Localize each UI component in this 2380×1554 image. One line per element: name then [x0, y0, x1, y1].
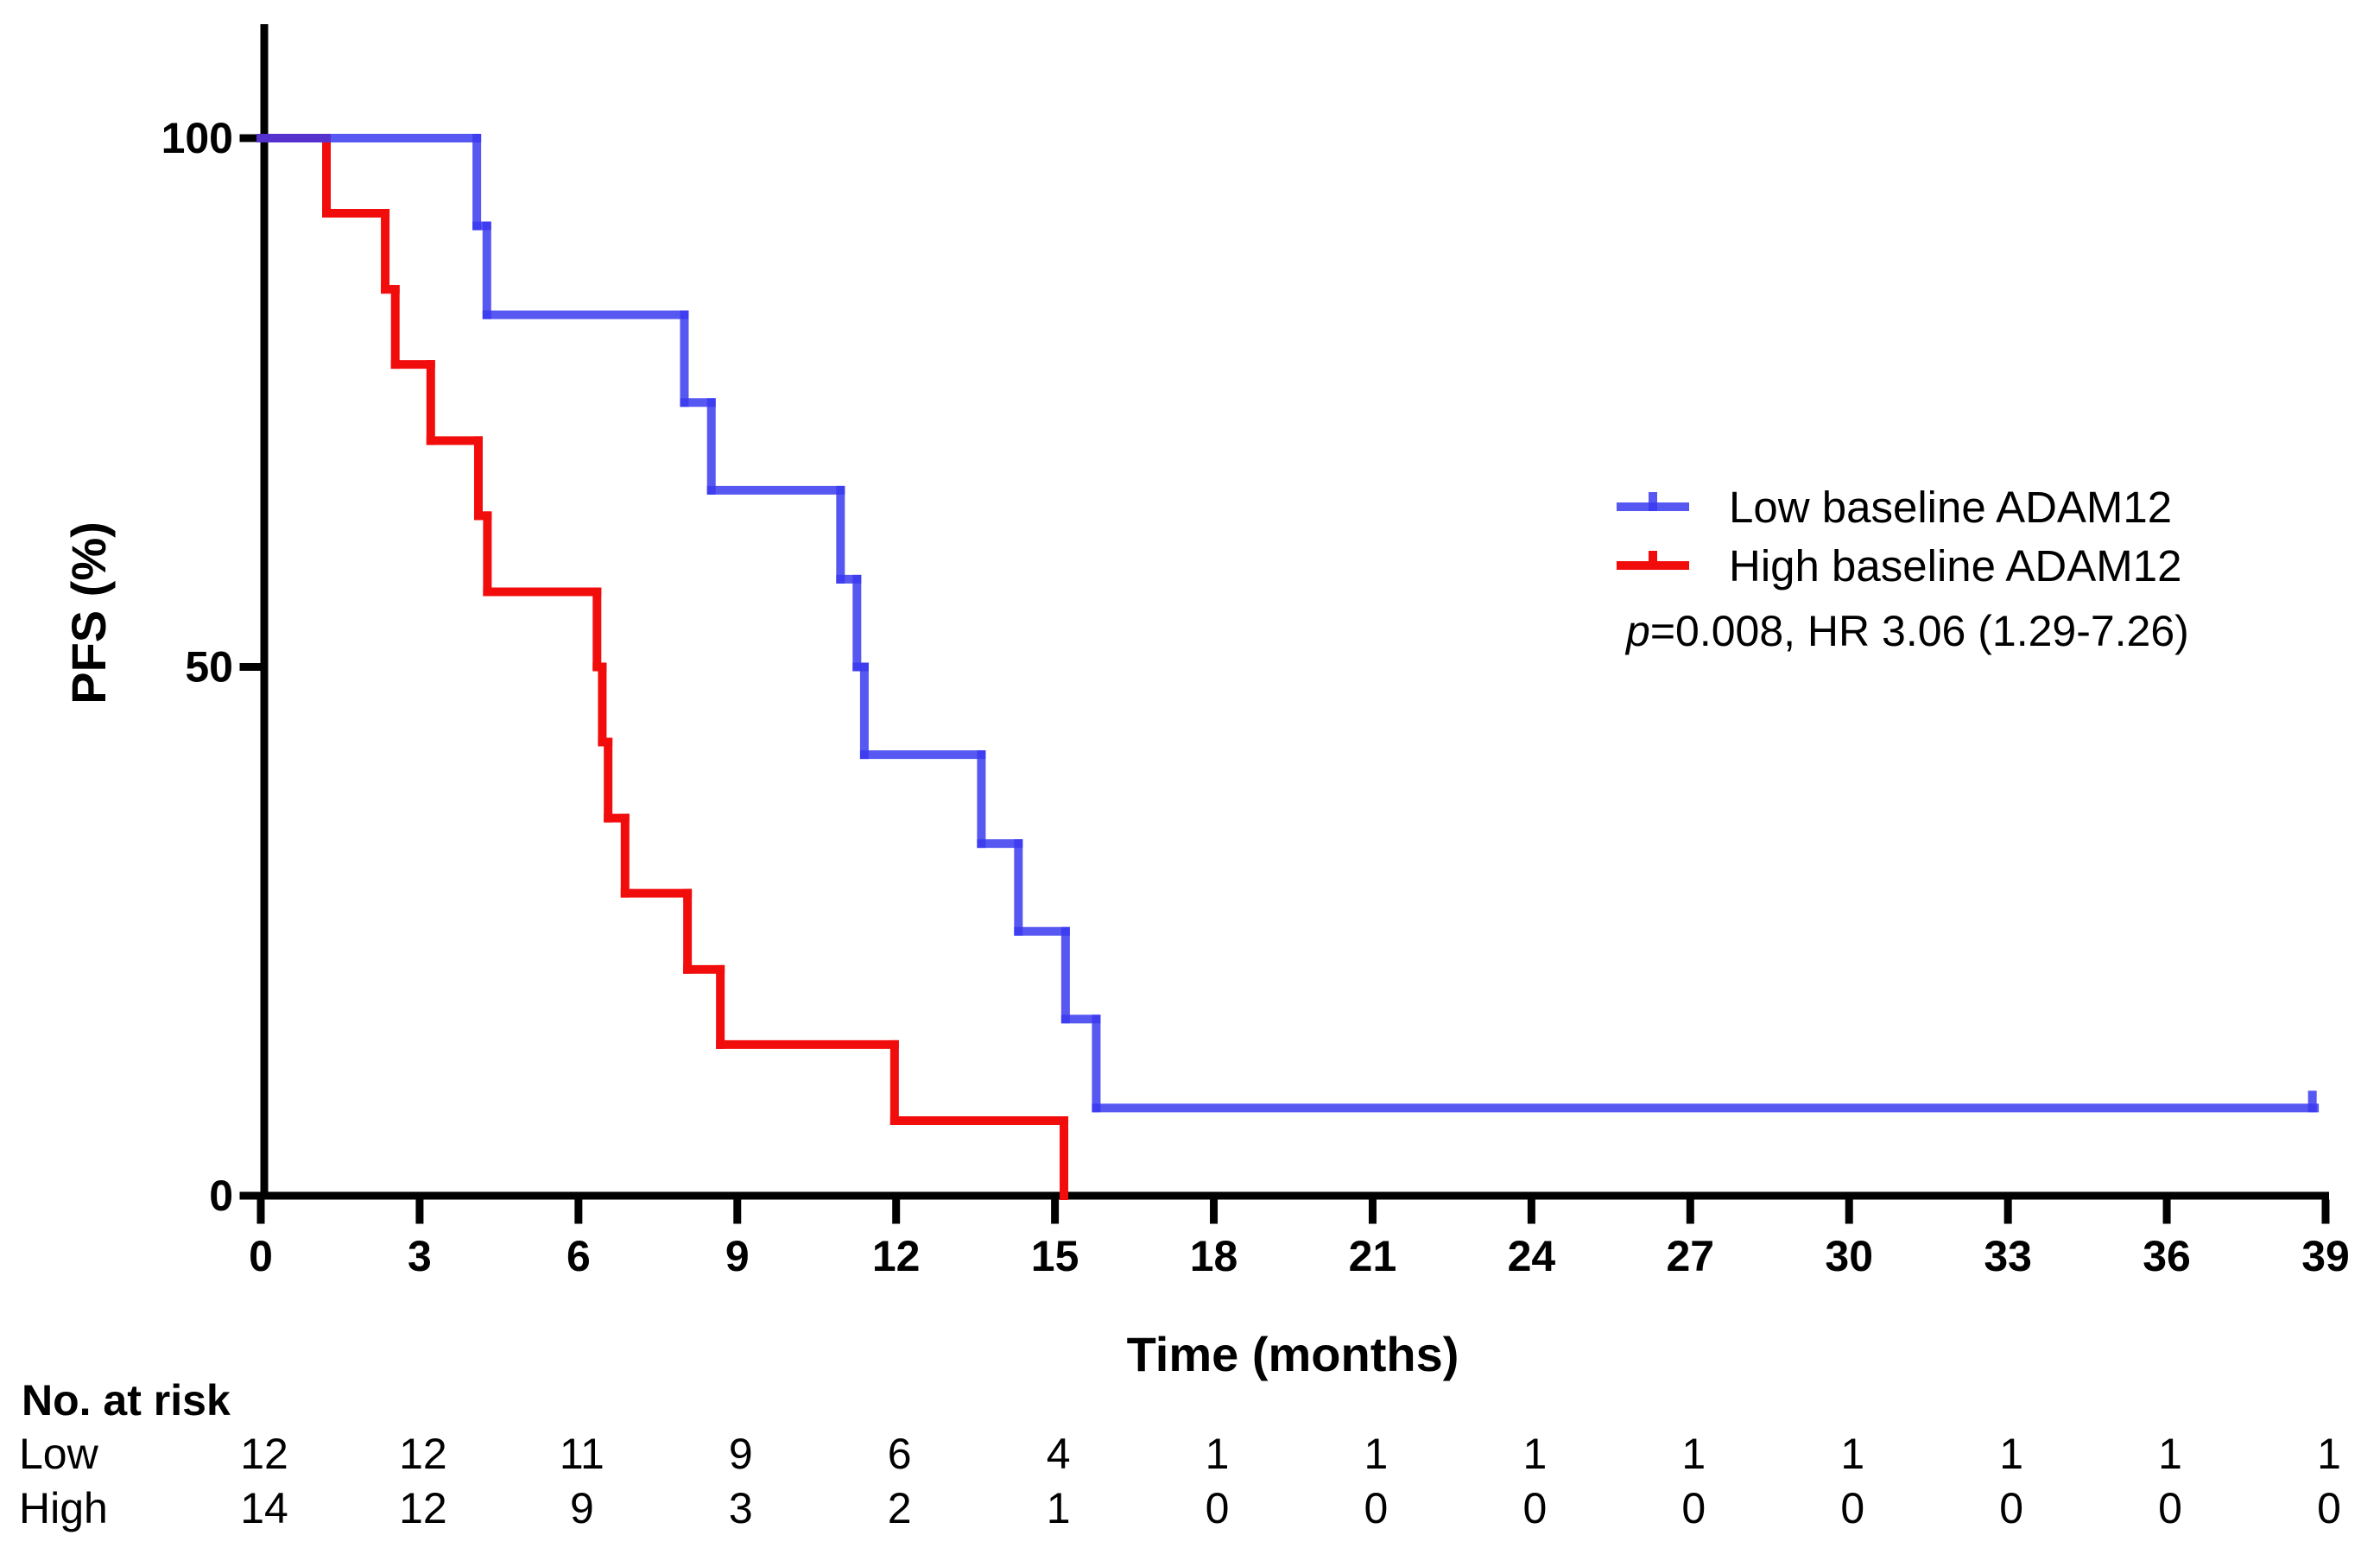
x-tick-label: 0 [249, 1232, 273, 1280]
risk-count: 9 [570, 1484, 594, 1532]
x-tick-label: 9 [725, 1232, 750, 1280]
risk-count: 0 [1522, 1484, 1547, 1532]
risk-count: 9 [729, 1430, 753, 1478]
risk-count: 1 [1047, 1484, 1071, 1532]
x-tick-label: 3 [408, 1232, 432, 1280]
legend-label: High baseline ADAM12 [1729, 541, 2181, 591]
x-tick-label: 21 [1349, 1232, 1397, 1280]
risk-count: 1 [1999, 1430, 2023, 1478]
risk-count: 12 [240, 1430, 288, 1478]
series-low [256, 134, 2320, 1113]
risk-row-label: High [19, 1484, 108, 1532]
series-high [256, 134, 1069, 1200]
risk-row-label: Low [19, 1430, 99, 1478]
risk-count: 6 [888, 1430, 912, 1478]
risk-count: 12 [399, 1484, 447, 1532]
x-tick-label: 6 [567, 1232, 591, 1280]
risk-count: 0 [1681, 1484, 1706, 1532]
risk-count: 0 [2317, 1484, 2341, 1532]
risk-count: 4 [1047, 1430, 1071, 1478]
y-tick-label: 100 [161, 114, 233, 162]
legend-item: High baseline ADAM12 [1617, 541, 2181, 591]
risk-count: 1 [1364, 1430, 1389, 1478]
risk-count: 0 [1364, 1484, 1389, 1532]
risk-count: 1 [2317, 1430, 2341, 1478]
x-tick-label: 24 [1508, 1232, 1556, 1280]
risk-count: 0 [1206, 1484, 1230, 1532]
risk-count: 11 [560, 1430, 604, 1478]
x-tick-label: 27 [1666, 1232, 1714, 1280]
risk-count: 1 [1522, 1430, 1547, 1478]
risk-count: 1 [2158, 1430, 2182, 1478]
y-tick-label: 50 [185, 643, 233, 692]
x-tick-label: 36 [2143, 1232, 2191, 1280]
y-tick-label: 0 [209, 1172, 233, 1220]
x-axis-title: Time (months) [1127, 1327, 1459, 1381]
legend-label: Low baseline ADAM12 [1729, 483, 2172, 532]
risk-count: 3 [729, 1484, 753, 1532]
x-tick-label: 30 [1825, 1232, 1873, 1280]
x-tick-label: 33 [1984, 1232, 2032, 1280]
risk-count: 0 [2158, 1484, 2182, 1532]
legend-item: Low baseline ADAM12 [1617, 483, 2172, 532]
risk-count: 1 [1206, 1430, 1230, 1478]
x-tick-label: 39 [2301, 1232, 2350, 1280]
stats-annotation: p=0.008, HR 3.06 (1.29-7.26) [1624, 607, 2189, 655]
risk-count: 2 [888, 1484, 912, 1532]
risk-table-header: No. at risk [22, 1376, 231, 1424]
risk-count: 1 [1840, 1430, 1864, 1478]
risk-count: 0 [1999, 1484, 2023, 1532]
y-axis-title: PFS (%) [61, 521, 116, 704]
x-tick-label: 18 [1190, 1232, 1238, 1280]
risk-count: 14 [240, 1484, 288, 1532]
risk-count: 1 [1681, 1430, 1706, 1478]
x-tick-label: 15 [1031, 1232, 1079, 1280]
x-tick-label: 12 [872, 1232, 921, 1280]
risk-count: 12 [399, 1430, 447, 1478]
risk-count: 0 [1840, 1484, 1864, 1532]
